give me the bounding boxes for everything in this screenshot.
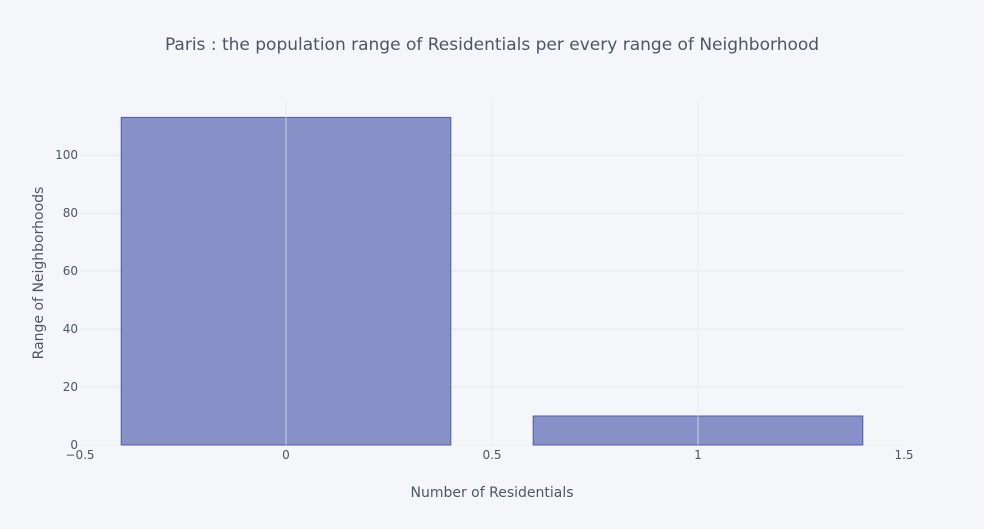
y-tick-label: 100 bbox=[55, 148, 78, 162]
y-axis-title: Range of Neighborhoods bbox=[31, 187, 47, 360]
x-tick-label: 0 bbox=[282, 448, 290, 462]
y-tick-label: 40 bbox=[63, 322, 78, 336]
x-tick-label: 1 bbox=[694, 448, 702, 462]
y-tick-label: 20 bbox=[63, 380, 78, 394]
vertical-grid-lines bbox=[285, 100, 699, 445]
y-tick-label: 80 bbox=[63, 206, 78, 220]
x-tick-label: −0.5 bbox=[65, 448, 94, 462]
x-tick-label: 0.5 bbox=[482, 448, 501, 462]
x-tick-label: 1.5 bbox=[894, 448, 913, 462]
x-axis-title: Number of Residentials bbox=[410, 485, 573, 501]
y-tick-label: 60 bbox=[63, 264, 78, 278]
chart-title: Paris : the population range of Resident… bbox=[165, 35, 819, 55]
y-tick-label: 0 bbox=[70, 438, 78, 452]
